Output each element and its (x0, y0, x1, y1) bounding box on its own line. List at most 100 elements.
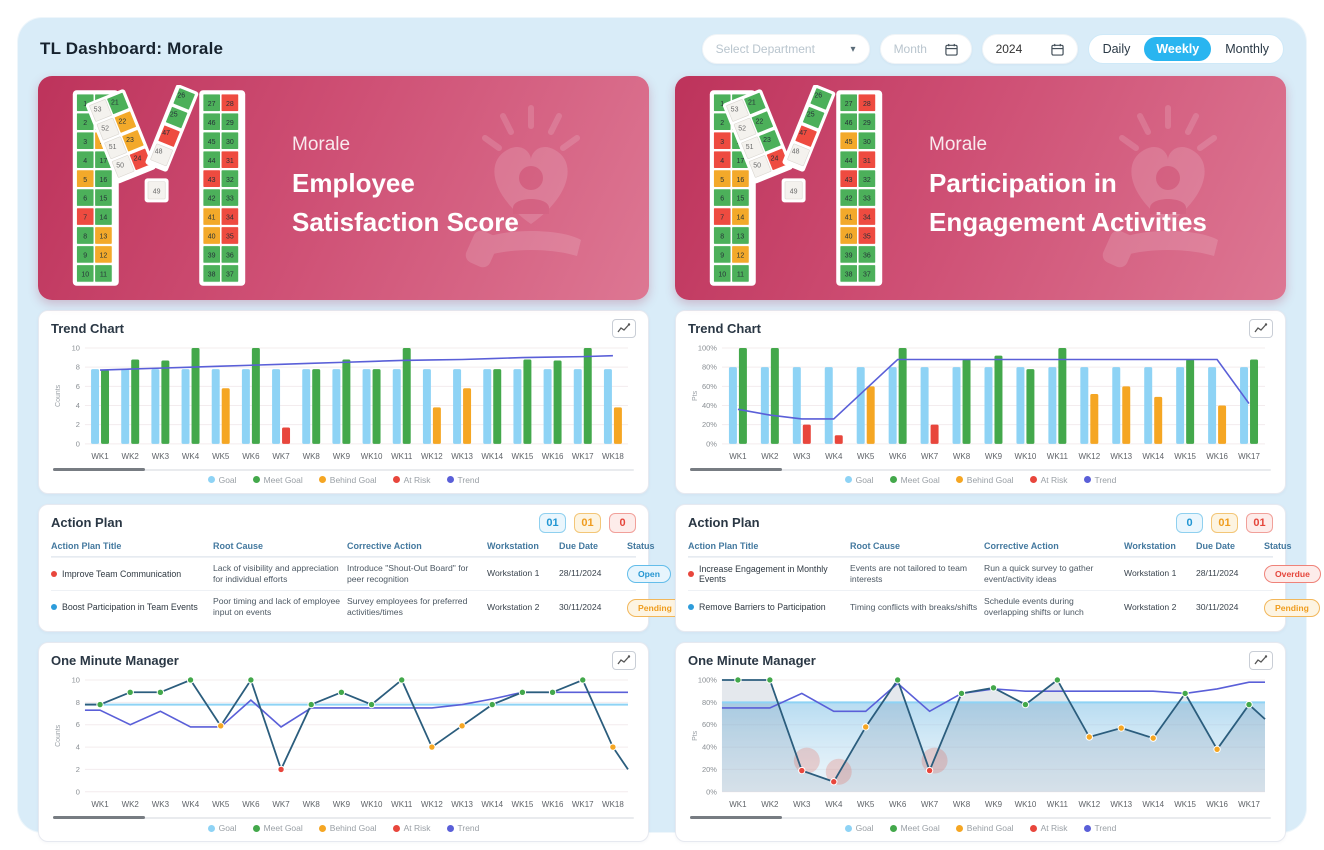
table-row[interactable]: Remove Barriers to Participation Timing c… (688, 590, 1320, 623)
value-bar (930, 424, 939, 444)
goal-bar (1080, 367, 1089, 444)
svg-text:46: 46 (208, 120, 216, 127)
goal-bar (453, 369, 462, 444)
legend-item-meet[interactable]: Meet Goal (889, 475, 940, 485)
chart-legend: Goal Meet Goal Behind Goal At Risk Trend (51, 475, 636, 485)
banner-satisfaction: 1202193184175166157148139121011272846294… (38, 76, 649, 300)
data-point (893, 676, 902, 685)
chart-type-button[interactable] (1249, 651, 1273, 671)
svg-text:3: 3 (720, 139, 724, 146)
svg-text:16: 16 (100, 177, 108, 184)
view-option-daily[interactable]: Daily (1091, 37, 1143, 61)
legend-item-goal[interactable]: Goal (844, 475, 874, 485)
legend-item-goal[interactable]: Goal (207, 475, 237, 485)
chart-scrollbar[interactable] (53, 467, 634, 471)
svg-text:WK8: WK8 (953, 452, 971, 461)
legend-item-behind[interactable]: Behind Goal (318, 475, 377, 485)
goal-bar (573, 369, 582, 444)
omm-title: One Minute Manager (688, 653, 816, 669)
legend-item-behind[interactable]: Behind Goal (318, 823, 377, 833)
svg-text:WK1: WK1 (729, 452, 747, 461)
legend-item-goal[interactable]: Goal (844, 823, 874, 833)
svg-text:WK11: WK11 (391, 452, 413, 461)
legend-item-trend[interactable]: Trend (446, 475, 479, 485)
table-row[interactable]: Improve Team Communication Lack of visibi… (51, 556, 671, 590)
chart-scrollbar[interactable] (53, 816, 634, 820)
svg-text:51: 51 (109, 144, 117, 151)
goal-bar (1144, 367, 1153, 444)
svg-text:5: 5 (720, 177, 724, 184)
svg-text:41: 41 (208, 215, 216, 222)
action-plan-badges: 01 01 0 (539, 512, 636, 533)
svg-text:32: 32 (226, 177, 234, 184)
svg-text:5: 5 (83, 177, 87, 184)
svg-text:38: 38 (845, 272, 853, 279)
data-point (1085, 733, 1094, 742)
svg-text:49: 49 (153, 189, 161, 196)
svg-text:WK4: WK4 (825, 452, 843, 461)
department-select[interactable]: Select Department ▾ (701, 34, 870, 64)
svg-text:4: 4 (720, 158, 724, 165)
svg-text:WK10: WK10 (1015, 452, 1037, 461)
legend-item-risk[interactable]: At Risk (1029, 475, 1068, 485)
legend-item-trend[interactable]: Trend (1083, 475, 1116, 485)
value-bar (866, 386, 875, 444)
year-picker[interactable]: 2024 (981, 34, 1078, 64)
chart-type-button[interactable] (612, 651, 636, 671)
goal-bar (920, 367, 929, 444)
legend-item-meet[interactable]: Meet Goal (252, 475, 303, 485)
trend-chart-title: Trend Chart (688, 321, 761, 336)
legend-item-risk[interactable]: At Risk (1029, 823, 1068, 833)
chart-type-button[interactable] (612, 319, 636, 338)
goal-bar (543, 369, 552, 444)
data-point (548, 689, 557, 697)
goal-bar (302, 369, 311, 444)
table-row[interactable]: Increase Engagement in Monthly Events Eve… (688, 556, 1321, 590)
svg-text:WK12: WK12 (421, 800, 443, 809)
legend-item-behind[interactable]: Behind Goal (955, 475, 1014, 485)
svg-text:6: 6 (76, 382, 80, 391)
svg-text:8: 8 (83, 234, 87, 241)
legend-item-goal[interactable]: Goal (207, 823, 237, 833)
legend-item-behind[interactable]: Behind Goal (955, 823, 1014, 833)
svg-text:8: 8 (76, 698, 80, 707)
svg-text:52: 52 (101, 125, 109, 132)
svg-text:WK16: WK16 (1206, 800, 1228, 809)
svg-text:WK12: WK12 (1078, 800, 1100, 809)
action-plan-title: Action Plan (688, 515, 760, 531)
priority-dot (51, 604, 57, 611)
chevron-down-icon: ▾ (850, 43, 856, 55)
svg-text:0%: 0% (706, 788, 717, 797)
view-option-monthly[interactable]: Monthly (1213, 37, 1281, 61)
legend-item-risk[interactable]: At Risk (392, 475, 431, 485)
count-badge-orange: 01 (574, 512, 601, 533)
chart-legend: Goal Meet Goal Behind Goal At Risk Trend (688, 823, 1273, 833)
month-picker[interactable]: Month (879, 34, 972, 64)
goal-bar (1112, 367, 1121, 444)
goal-bar (241, 369, 250, 444)
chart-scrollbar[interactable] (690, 467, 1271, 471)
svg-text:21: 21 (748, 100, 756, 107)
chart-scrollbar[interactable] (690, 816, 1271, 820)
table-row[interactable]: Boost Participation in Team Events Poor t… (51, 590, 683, 623)
columns: 1202193184175166157148139121011272846294… (38, 76, 1321, 843)
omm-chart-card: One Minute Manager 0% 20% 40% 60% 80% 100% Pts… (675, 642, 1286, 843)
svg-text:WK18: WK18 (602, 452, 624, 461)
value-bar (994, 355, 1003, 444)
svg-text:53: 53 (94, 107, 102, 114)
chart-type-button[interactable] (1249, 319, 1273, 338)
svg-text:16: 16 (737, 177, 745, 184)
legend-item-meet[interactable]: Meet Goal (889, 823, 940, 833)
legend-item-meet[interactable]: Meet Goal (252, 823, 303, 833)
svg-text:WK17: WK17 (1238, 800, 1260, 809)
banner-participation: 1202193184175166157148139121011272846294… (675, 76, 1286, 300)
svg-text:WK15: WK15 (1174, 452, 1196, 461)
svg-text:WK9: WK9 (333, 452, 351, 461)
legend-item-trend[interactable]: Trend (1083, 823, 1116, 833)
view-option-weekly[interactable]: Weekly (1144, 37, 1212, 61)
svg-text:47: 47 (162, 130, 170, 137)
legend-item-trend[interactable]: Trend (446, 823, 479, 833)
value-bar (770, 347, 779, 444)
svg-text:WK2: WK2 (122, 452, 140, 461)
legend-item-risk[interactable]: At Risk (392, 823, 431, 833)
